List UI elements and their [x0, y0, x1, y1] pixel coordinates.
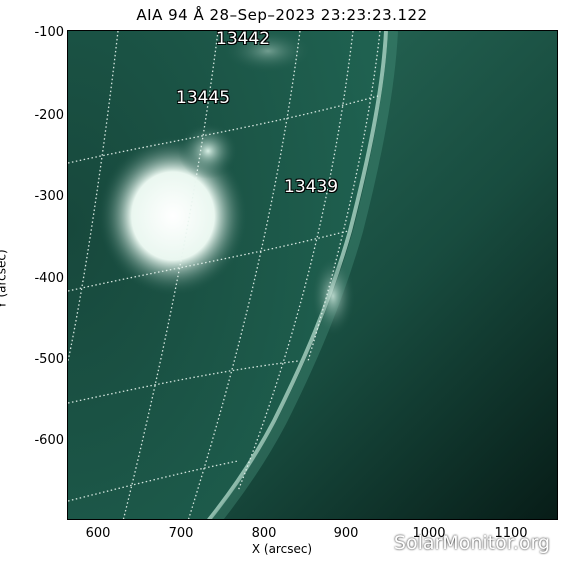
x-tick-label: 1000 — [412, 526, 446, 541]
active-region-label: 13439 — [284, 177, 339, 197]
grid-longitude-line — [122, 31, 219, 519]
image-title: AIA 94 Å 28–Sep–2023 23:23:23.122 — [136, 6, 428, 24]
y-tick-label: -100 — [34, 25, 64, 40]
grid-longitude-line — [307, 31, 381, 362]
y-tick-label: -400 — [34, 271, 64, 286]
active-region-label: 13445 — [176, 88, 231, 108]
grid-longitude-line — [187, 31, 301, 519]
heliographic-grid — [68, 31, 381, 519]
active-region-label: 13442 — [216, 29, 271, 49]
y-tick-label: -500 — [34, 352, 64, 367]
watermark: SolarMonitor.org — [393, 532, 550, 554]
bright-loop — [178, 123, 238, 179]
x-tick-label: 1100 — [494, 526, 528, 541]
x-tick-label: 800 — [251, 526, 277, 541]
grid-latitude-line — [68, 360, 299, 404]
y-axis-label: Y (arcsec) — [0, 249, 9, 308]
x-axis-label: X (arcsec) — [251, 542, 313, 556]
y-tick-label: -300 — [34, 189, 64, 204]
limb-brightening — [311, 256, 355, 336]
y-tick-label: -200 — [34, 108, 64, 123]
y-tick-label: -600 — [34, 433, 64, 448]
solar-image — [67, 30, 558, 520]
grid-longitude-line — [68, 31, 119, 362]
x-tick-label: 600 — [85, 526, 111, 541]
x-tick-label: 900 — [333, 526, 359, 541]
x-tick-label: 700 — [168, 526, 194, 541]
solar-image-svg — [68, 31, 557, 519]
grid-longitude-line — [237, 31, 354, 492]
region-13442-emission — [223, 31, 313, 73]
